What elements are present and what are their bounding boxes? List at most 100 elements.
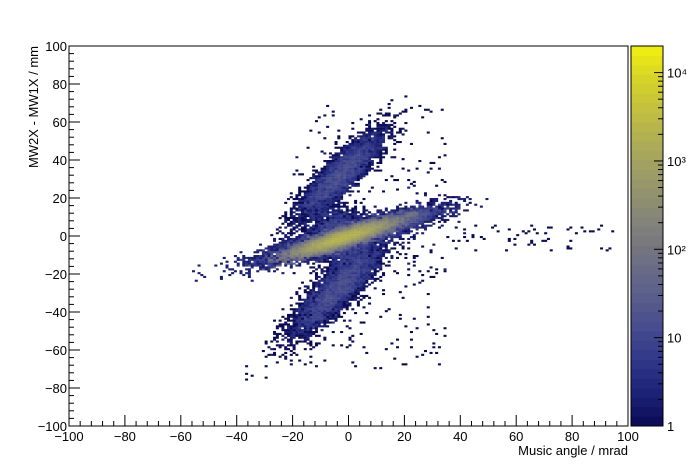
heatmap-cell	[365, 135, 369, 138]
heatmap-cell	[289, 245, 293, 248]
heatmap-cell	[382, 217, 386, 220]
heatmap-cell	[379, 112, 383, 115]
heatmap-cell	[340, 198, 344, 201]
heatmap-cell	[231, 272, 235, 275]
heatmap-cell	[370, 142, 374, 145]
heatmap-cell	[404, 218, 408, 221]
heatmap-cell	[314, 313, 318, 316]
heatmap-cell	[300, 234, 304, 237]
heatmap-cell	[303, 230, 307, 233]
heatmap-cell	[334, 285, 338, 288]
heatmap-cell	[348, 270, 352, 273]
heatmap-cell	[393, 357, 397, 360]
heatmap-cell	[303, 207, 307, 210]
heatmap-cell	[342, 287, 346, 290]
heatmap-cell	[379, 161, 383, 164]
heatmap-cell	[337, 264, 341, 267]
heatmap-cell	[273, 332, 277, 335]
heatmap-cell	[317, 247, 321, 250]
heatmap-cell	[421, 116, 425, 119]
heatmap-cell	[379, 247, 383, 250]
heatmap-cell	[295, 313, 299, 316]
heatmap-cell	[284, 321, 288, 324]
heatmap-cell	[351, 144, 355, 147]
heatmap-cell	[437, 207, 441, 210]
heatmap-cell	[303, 256, 307, 259]
heatmap-cell	[437, 211, 441, 214]
heatmap-cell	[348, 236, 352, 239]
heatmap-cell	[261, 268, 265, 271]
heatmap-cell	[398, 220, 402, 223]
heatmap-cell	[387, 308, 391, 311]
heatmap-cell	[387, 218, 391, 221]
heatmap-cell	[298, 312, 302, 315]
heatmap-cell	[345, 190, 349, 193]
heatmap-cell	[306, 304, 310, 307]
heatmap-cell	[278, 237, 282, 240]
heatmap-cell	[298, 249, 302, 252]
heatmap-cell	[328, 156, 332, 159]
colorbar-segment	[631, 217, 663, 227]
heatmap-cell	[278, 332, 282, 335]
heatmap-cell	[295, 321, 299, 324]
heatmap-cell	[314, 222, 318, 225]
heatmap-cell	[340, 158, 344, 161]
heatmap-cell	[418, 207, 422, 210]
heatmap-cell	[306, 327, 310, 330]
heatmap-cell	[356, 173, 360, 176]
heatmap-cell	[309, 342, 313, 345]
heatmap-cell	[298, 258, 302, 261]
heatmap-cell	[289, 334, 293, 337]
heatmap-cell	[379, 144, 383, 147]
heatmap-cell	[351, 296, 355, 299]
heatmap-cell	[384, 245, 388, 248]
heatmap-area	[191, 95, 615, 381]
heatmap-cell	[351, 291, 355, 294]
heatmap-cell	[368, 270, 372, 273]
heatmap-cell	[236, 258, 240, 261]
heatmap-cell	[219, 275, 223, 278]
heatmap-cell	[351, 245, 355, 248]
heatmap-cell	[359, 148, 363, 151]
heatmap-cell	[328, 160, 332, 163]
heatmap-cell	[331, 160, 335, 163]
heatmap-cell	[426, 315, 430, 318]
heatmap-cell	[306, 306, 310, 309]
heatmap-cell	[298, 209, 302, 212]
heatmap-cell	[314, 194, 318, 197]
heatmap-cell	[362, 247, 366, 250]
heatmap-cell	[443, 198, 447, 201]
heatmap-cell	[314, 325, 318, 328]
heatmap-cell	[298, 336, 302, 339]
heatmap-cell	[320, 279, 324, 282]
heatmap-cell	[365, 141, 369, 144]
heatmap-cell	[303, 329, 307, 332]
heatmap-cell	[326, 196, 330, 199]
heatmap-cell	[370, 215, 374, 218]
heatmap-cell	[317, 298, 321, 301]
heatmap-cell	[278, 258, 282, 261]
heatmap-cell	[376, 154, 380, 157]
heatmap-cell	[457, 220, 461, 223]
heatmap-cell	[356, 279, 360, 282]
heatmap-cell	[326, 177, 330, 180]
heatmap-cell	[368, 137, 372, 140]
heatmap-cell	[351, 262, 355, 265]
heatmap-cell	[356, 144, 360, 147]
heatmap-cell	[289, 344, 293, 347]
heatmap-cell	[404, 226, 408, 229]
heatmap-cell	[351, 226, 355, 229]
heatmap-cell	[362, 173, 366, 176]
heatmap-cell	[351, 247, 355, 250]
heatmap-cell	[309, 241, 313, 244]
heatmap-cell	[298, 327, 302, 330]
heatmap-cell	[337, 175, 341, 178]
heatmap-cell	[421, 217, 425, 220]
heatmap-cell	[340, 293, 344, 296]
heatmap-cell	[362, 141, 366, 144]
heatmap-cell	[370, 150, 374, 153]
heatmap-cell	[328, 239, 332, 242]
heatmap-cell	[359, 163, 363, 166]
heatmap-cell	[317, 308, 321, 311]
heatmap-cell	[435, 351, 439, 354]
